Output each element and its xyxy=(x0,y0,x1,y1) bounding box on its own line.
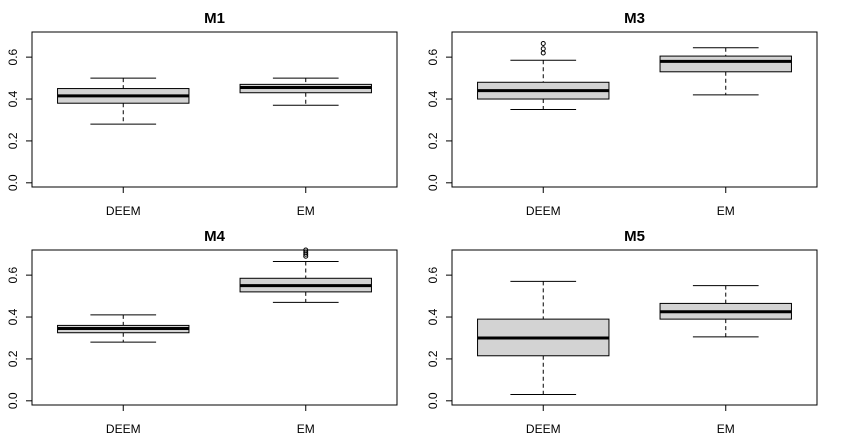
x-tick-label: DEEM xyxy=(526,204,561,218)
y-tick-label: 0.0 xyxy=(6,174,20,191)
plot-frame xyxy=(451,249,818,406)
box-deem xyxy=(477,41,610,110)
outlier-point xyxy=(540,46,546,52)
panel-title: M1 xyxy=(204,10,225,27)
outlier-point xyxy=(303,249,309,255)
y-tick-label: 0.4 xyxy=(6,90,20,107)
x-tick-label: EM xyxy=(297,422,315,436)
panel-m4: M4 0.0 0.2 0.4 0.6 DEEM EM xyxy=(6,228,398,436)
y-tick-label: 0.2 xyxy=(6,350,20,367)
plot-frame xyxy=(31,249,398,406)
y-tick-label: 0.2 xyxy=(6,132,20,149)
y-tick-label: 0.4 xyxy=(426,308,440,325)
box-em xyxy=(659,285,792,338)
x-tick-label: DEEM xyxy=(106,422,141,436)
y-tick-label: 0.6 xyxy=(6,48,20,65)
box-em xyxy=(239,247,372,303)
y-tick-label: 0.2 xyxy=(426,132,440,149)
x-tick-label: DEEM xyxy=(526,422,561,436)
x-tick-label: EM xyxy=(717,422,735,436)
box-deem xyxy=(57,314,190,343)
panel-title: M3 xyxy=(624,10,645,27)
iqr-box xyxy=(659,55,792,73)
y-tick-label: 0.4 xyxy=(426,90,440,107)
y-tick-label: 0.0 xyxy=(6,392,20,409)
box-em xyxy=(659,47,792,96)
box-deem xyxy=(477,280,610,396)
outlier-point xyxy=(303,247,309,253)
y-tick-label: 0.0 xyxy=(426,174,440,191)
y-tick-label: 0.0 xyxy=(426,392,440,409)
panel-m5: M5 0.0 0.2 0.4 0.6 DEEM EM xyxy=(426,228,818,436)
y-tick-label: 0.6 xyxy=(426,266,440,283)
x-tick-label: EM xyxy=(717,204,735,218)
panel-m1: M1 0.0 0.2 0.4 0.6 DEEM EM xyxy=(6,10,398,218)
y-tick-label: 0.2 xyxy=(426,350,440,367)
panel-title: M4 xyxy=(204,228,225,245)
panel-title: M5 xyxy=(624,228,645,245)
y-tick-label: 0.4 xyxy=(6,308,20,325)
box-deem xyxy=(57,77,190,125)
outlier-point xyxy=(540,41,546,47)
outlier-point xyxy=(540,50,546,56)
plot-frame xyxy=(451,31,818,188)
x-tick-label: DEEM xyxy=(106,204,141,218)
panel-m3: M3 0.0 0.2 0.4 0.6 DEEM EM xyxy=(426,10,818,218)
y-tick-label: 0.6 xyxy=(426,48,440,65)
plot-frame xyxy=(31,31,398,188)
x-tick-label: EM xyxy=(297,204,315,218)
box-em xyxy=(239,77,372,106)
y-tick-label: 0.6 xyxy=(6,266,20,283)
